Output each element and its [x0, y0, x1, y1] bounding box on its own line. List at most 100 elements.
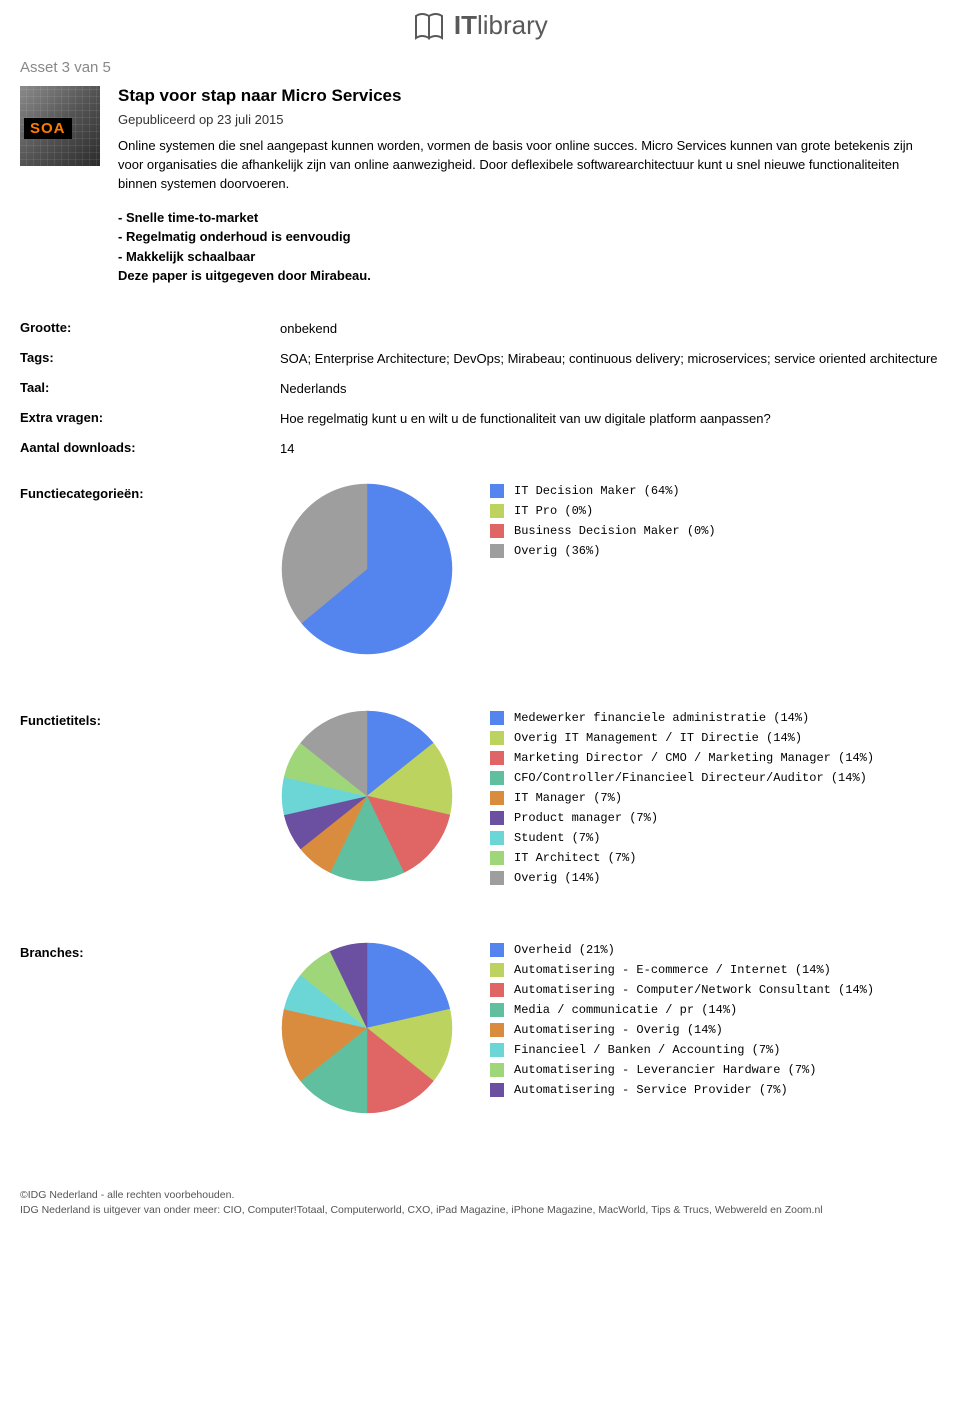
footer-line2: IDG Nederland is uitgever van onder meer… [20, 1203, 940, 1218]
legend-label: IT Manager (7%) [514, 791, 622, 805]
legend-swatch [490, 544, 504, 558]
legend-swatch [490, 871, 504, 885]
legend-swatch [490, 943, 504, 957]
legend-item: Overheid (21%) [490, 943, 940, 957]
legend-swatch [490, 711, 504, 725]
legend-swatch [490, 771, 504, 785]
legend-label: Student (7%) [514, 831, 600, 845]
asset-description: Online systemen die snel aangepast kunne… [118, 137, 940, 194]
meta-value: onbekend [280, 320, 940, 338]
meta-value: Nederlands [280, 380, 940, 398]
legend-swatch [490, 1083, 504, 1097]
legend-label: Overig (14%) [514, 871, 600, 885]
legend-item: Overig (36%) [490, 544, 940, 558]
chart-section-branches: Branches: Overheid (21%) Automatisering -… [20, 931, 940, 1158]
logo-bold: IT [454, 10, 477, 40]
legend-swatch [490, 731, 504, 745]
chart-legend: Overheid (21%) Automatisering - E-commerc… [470, 941, 940, 1103]
legend-item: Automatisering - Leverancier Hardware (7… [490, 1063, 940, 1077]
legend-label: Business Decision Maker (0%) [514, 524, 716, 538]
legend-label: CFO/Controller/Financieel Directeur/Audi… [514, 771, 867, 785]
bullet-line: - Regelmatig onderhoud is eenvoudig [118, 227, 940, 247]
book-icon [412, 11, 446, 41]
legend-item: Product manager (7%) [490, 811, 940, 825]
legend-item: IT Architect (7%) [490, 851, 940, 865]
asset-counter: Asset 3 van 5 [20, 59, 940, 76]
legend-item: Automatisering - E-commerce / Internet (… [490, 963, 940, 977]
asset-thumbnail: SOA [20, 86, 100, 166]
pie-chart [280, 482, 470, 659]
bullet-line: Deze paper is uitgegeven door Mirabeau. [118, 266, 940, 286]
bullet-line: - Makkelijk schaalbaar [118, 247, 940, 267]
legend-swatch [490, 983, 504, 997]
thumbnail-badge: SOA [24, 118, 72, 139]
meta-value: 14 [280, 440, 940, 458]
legend-item: Overig (14%) [490, 871, 940, 885]
legend-item: Financieel / Banken / Accounting (7%) [490, 1043, 940, 1057]
legend-swatch [490, 851, 504, 865]
legend-item: Automatisering - Overig (14%) [490, 1023, 940, 1037]
legend-label: IT Architect (7%) [514, 851, 636, 865]
legend-label: IT Pro (0%) [514, 504, 593, 518]
legend-label: Automatisering - Leverancier Hardware (7… [514, 1063, 816, 1077]
legend-swatch [490, 791, 504, 805]
meta-row-taal: Taal: Nederlands [20, 374, 940, 404]
meta-table: Grootte: onbekend Tags: SOA; Enterprise … [20, 314, 940, 465]
meta-value: SOA; Enterprise Architecture; DevOps; Mi… [280, 350, 940, 368]
meta-label: Grootte: [20, 320, 280, 335]
legend-swatch [490, 504, 504, 518]
legend-item: CFO/Controller/Financieel Directeur/Audi… [490, 771, 940, 785]
legend-label: Medewerker financiele administratie (14%… [514, 711, 809, 725]
legend-swatch [490, 963, 504, 977]
legend-label: IT Decision Maker (64%) [514, 484, 680, 498]
meta-row-grootte: Grootte: onbekend [20, 314, 940, 344]
legend-swatch [490, 831, 504, 845]
meta-row-tags: Tags: SOA; Enterprise Architecture; DevO… [20, 344, 940, 374]
legend-swatch [490, 524, 504, 538]
legend-swatch [490, 811, 504, 825]
legend-swatch [490, 484, 504, 498]
legend-swatch [490, 751, 504, 765]
legend-label: Automatisering - Overig (14%) [514, 1023, 723, 1037]
chart-body: IT Decision Maker (64%) IT Pro (0%) Busine… [280, 482, 940, 659]
logo-light: library [477, 10, 548, 40]
chart-body: Overheid (21%) Automatisering - E-commerc… [280, 941, 940, 1118]
meta-label: Extra vragen: [20, 410, 280, 425]
chart-label: Branches: [20, 941, 280, 960]
bullet-line: - Snelle time-to-market [118, 208, 940, 228]
legend-item: Student (7%) [490, 831, 940, 845]
legend-item: IT Pro (0%) [490, 504, 940, 518]
legend-swatch [490, 1003, 504, 1017]
chart-body: Medewerker financiele administratie (14%… [280, 709, 940, 891]
pie-chart [280, 709, 470, 886]
asset-title: Stap voor stap naar Micro Services [118, 86, 940, 106]
pie-chart [280, 941, 470, 1118]
asset-published: Gepubliceerd op 23 juli 2015 [118, 112, 940, 127]
legend-item: Automatisering - Computer/Network Consul… [490, 983, 940, 997]
legend-label: Overig (36%) [514, 544, 600, 558]
legend-swatch [490, 1023, 504, 1037]
meta-label: Taal: [20, 380, 280, 395]
asset-block: SOA Stap voor stap naar Micro Services G… [20, 86, 940, 286]
legend-label: Automatisering - E-commerce / Internet (… [514, 963, 831, 977]
legend-item: Medewerker financiele administratie (14%… [490, 711, 940, 725]
footer-line1: ©IDG Nederland - alle rechten voorbehoud… [20, 1188, 940, 1203]
legend-item: Marketing Director / CMO / Marketing Man… [490, 751, 940, 765]
legend-swatch [490, 1063, 504, 1077]
legend-item: Business Decision Maker (0%) [490, 524, 940, 538]
legend-swatch [490, 1043, 504, 1057]
chart-label: Functiecategorieën: [20, 482, 280, 501]
chart-section-functietitels: Functietitels: Medewerker financiele adm… [20, 699, 940, 931]
meta-label: Tags: [20, 350, 280, 365]
legend-label: Financieel / Banken / Accounting (7%) [514, 1043, 780, 1057]
legend-item: Media / communicatie / pr (14%) [490, 1003, 940, 1017]
legend-item: Overig IT Management / IT Directie (14%) [490, 731, 940, 745]
logo-text: ITlibrary [454, 10, 548, 40]
legend-label: Overig IT Management / IT Directie (14%) [514, 731, 802, 745]
footer: ©IDG Nederland - alle rechten voorbehoud… [20, 1188, 940, 1217]
legend-label: Media / communicatie / pr (14%) [514, 1003, 737, 1017]
legend-item: Automatisering - Service Provider (7%) [490, 1083, 940, 1097]
legend-item: IT Decision Maker (64%) [490, 484, 940, 498]
meta-row-extra: Extra vragen: Hoe regelmatig kunt u en w… [20, 404, 940, 434]
logo-bar: ITlibrary [20, 10, 940, 41]
